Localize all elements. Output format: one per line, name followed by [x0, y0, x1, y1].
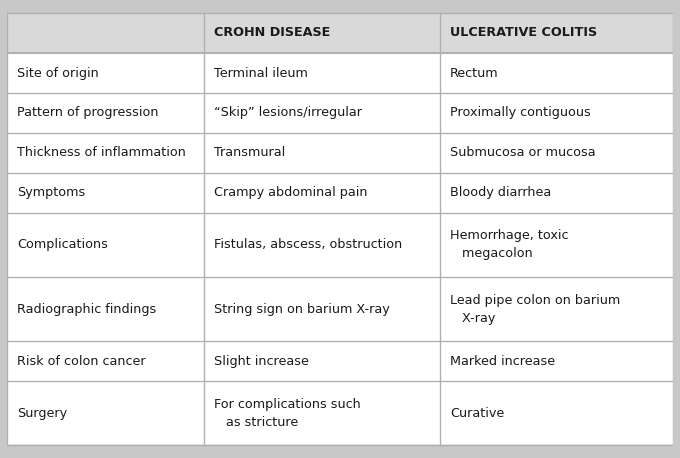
Bar	[7, 277, 673, 341]
Text: CROHN DISEASE: CROHN DISEASE	[214, 27, 330, 39]
Text: Radiographic findings: Radiographic findings	[17, 303, 156, 316]
Text: Crampy abdominal pain: Crampy abdominal pain	[214, 186, 368, 199]
Bar	[7, 445, 673, 453]
Text: Hemorrhage, toxic
   megacolon: Hemorrhage, toxic megacolon	[450, 229, 568, 261]
Bar	[7, 213, 673, 277]
Text: Thickness of inflammation: Thickness of inflammation	[17, 147, 186, 159]
Text: Proximally contiguous: Proximally contiguous	[450, 106, 591, 120]
Bar	[7, 381, 673, 445]
Text: Rectum: Rectum	[450, 66, 498, 80]
Text: For complications such
   as stricture: For complications such as stricture	[214, 398, 361, 429]
Text: Marked increase: Marked increase	[450, 354, 555, 368]
Text: Lead pipe colon on barium
   X-ray: Lead pipe colon on barium X-ray	[450, 294, 620, 325]
Text: String sign on barium X-ray: String sign on barium X-ray	[214, 303, 390, 316]
Text: Fistulas, abscess, obstruction: Fistulas, abscess, obstruction	[214, 239, 403, 251]
Text: Bloody diarrhea: Bloody diarrhea	[450, 186, 551, 199]
Text: Risk of colon cancer: Risk of colon cancer	[17, 354, 146, 368]
Bar	[7, 173, 673, 213]
Text: Transmural: Transmural	[214, 147, 286, 159]
Bar	[7, 53, 673, 93]
Text: ULCERATIVE COLITIS: ULCERATIVE COLITIS	[450, 27, 597, 39]
Text: Surgery: Surgery	[17, 407, 67, 420]
Text: Pattern of progression: Pattern of progression	[17, 106, 158, 120]
Bar	[7, 341, 673, 381]
Text: Site of origin: Site of origin	[17, 66, 99, 80]
Bar	[7, 13, 673, 53]
Bar	[7, 133, 673, 173]
Bar	[7, 5, 673, 13]
Text: Submucosa or mucosa: Submucosa or mucosa	[450, 147, 596, 159]
Text: Complications: Complications	[17, 239, 107, 251]
Text: Slight increase: Slight increase	[214, 354, 309, 368]
Text: Terminal ileum: Terminal ileum	[214, 66, 308, 80]
Text: Curative: Curative	[450, 407, 504, 420]
Text: Symptoms: Symptoms	[17, 186, 85, 199]
Text: “Skip” lesions/irregular: “Skip” lesions/irregular	[214, 106, 362, 120]
Bar	[7, 93, 673, 133]
